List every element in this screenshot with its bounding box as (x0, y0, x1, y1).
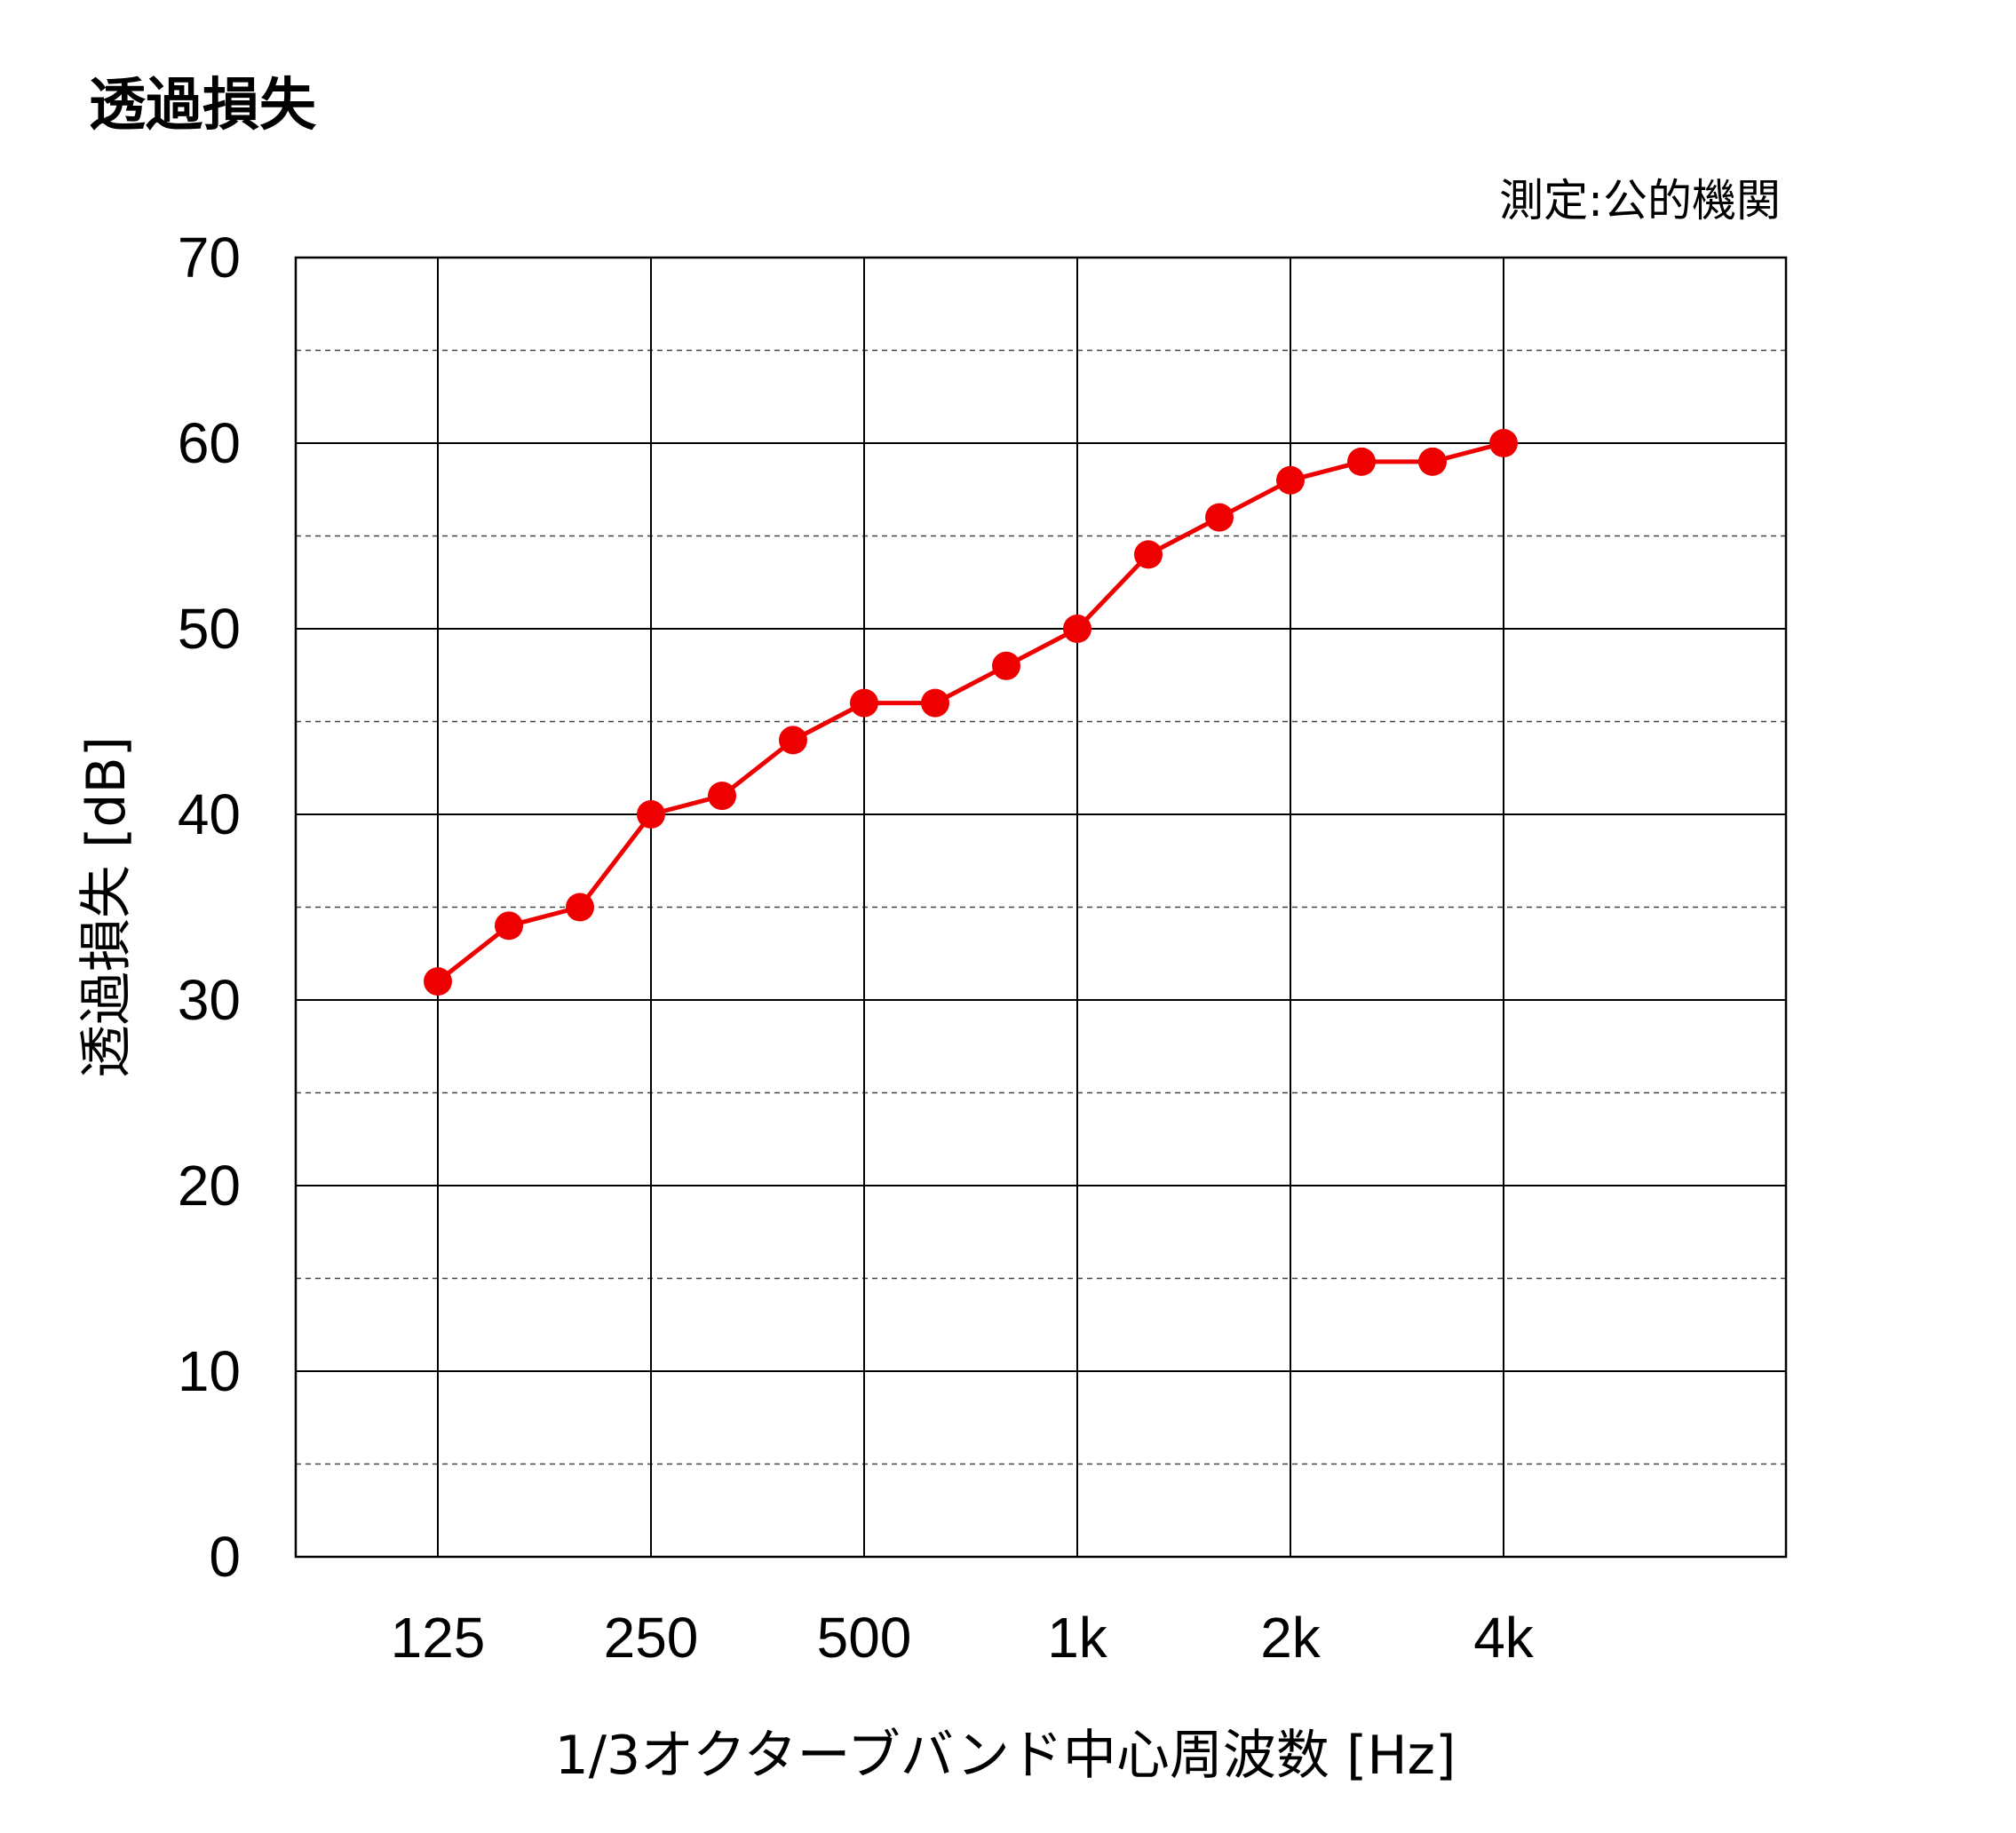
data-point (779, 726, 807, 755)
data-point (850, 688, 878, 718)
y-tick-label: 30 (178, 968, 241, 1032)
y-tick-label: 40 (178, 782, 241, 846)
x-tick-label: 2k (1260, 1606, 1322, 1670)
y-tick-label: 0 (209, 1525, 241, 1589)
y-tick-label: 70 (178, 226, 241, 290)
data-point (637, 800, 665, 829)
data-point (495, 911, 523, 940)
x-tick-label: 4k (1473, 1606, 1535, 1670)
data-point (1276, 465, 1305, 495)
x-tick-label: 125 (391, 1606, 486, 1670)
plot-frame (294, 256, 1788, 1559)
data-point (992, 651, 1020, 680)
y-tick-label: 60 (178, 411, 241, 475)
x-tick-labels: 125 250 500 1k 2k 4k (391, 1606, 1535, 1670)
plot-grid (296, 258, 1786, 1557)
measurement-note: 測定:公的機関 (1499, 175, 1781, 226)
data-point (1347, 447, 1376, 476)
chart-title: 透過損失 (89, 73, 317, 139)
series-transmission-loss (424, 429, 1518, 996)
data-point (1134, 540, 1163, 569)
data-point (566, 893, 594, 922)
data-point (1063, 615, 1091, 643)
x-tick-label: 1k (1047, 1606, 1108, 1670)
data-point (708, 782, 736, 811)
data-point (424, 967, 452, 996)
data-point (1489, 429, 1518, 457)
y-axis-label: 透過損失 [dB] (75, 736, 138, 1078)
x-tick-label: 500 (817, 1606, 912, 1670)
data-point (1418, 447, 1447, 476)
y-tick-labels: 0 10 20 30 40 50 60 70 (178, 226, 241, 1589)
series-line (436, 440, 1504, 984)
data-point (921, 688, 949, 718)
data-point (1205, 503, 1234, 532)
x-tick-label: 250 (604, 1606, 699, 1670)
y-tick-label: 10 (178, 1339, 241, 1403)
y-tick-label: 50 (178, 597, 241, 661)
y-tick-label: 20 (178, 1154, 241, 1218)
x-axis-label: 1/3オクターブバンド中心周波数 [Hz] (555, 1725, 1456, 1787)
